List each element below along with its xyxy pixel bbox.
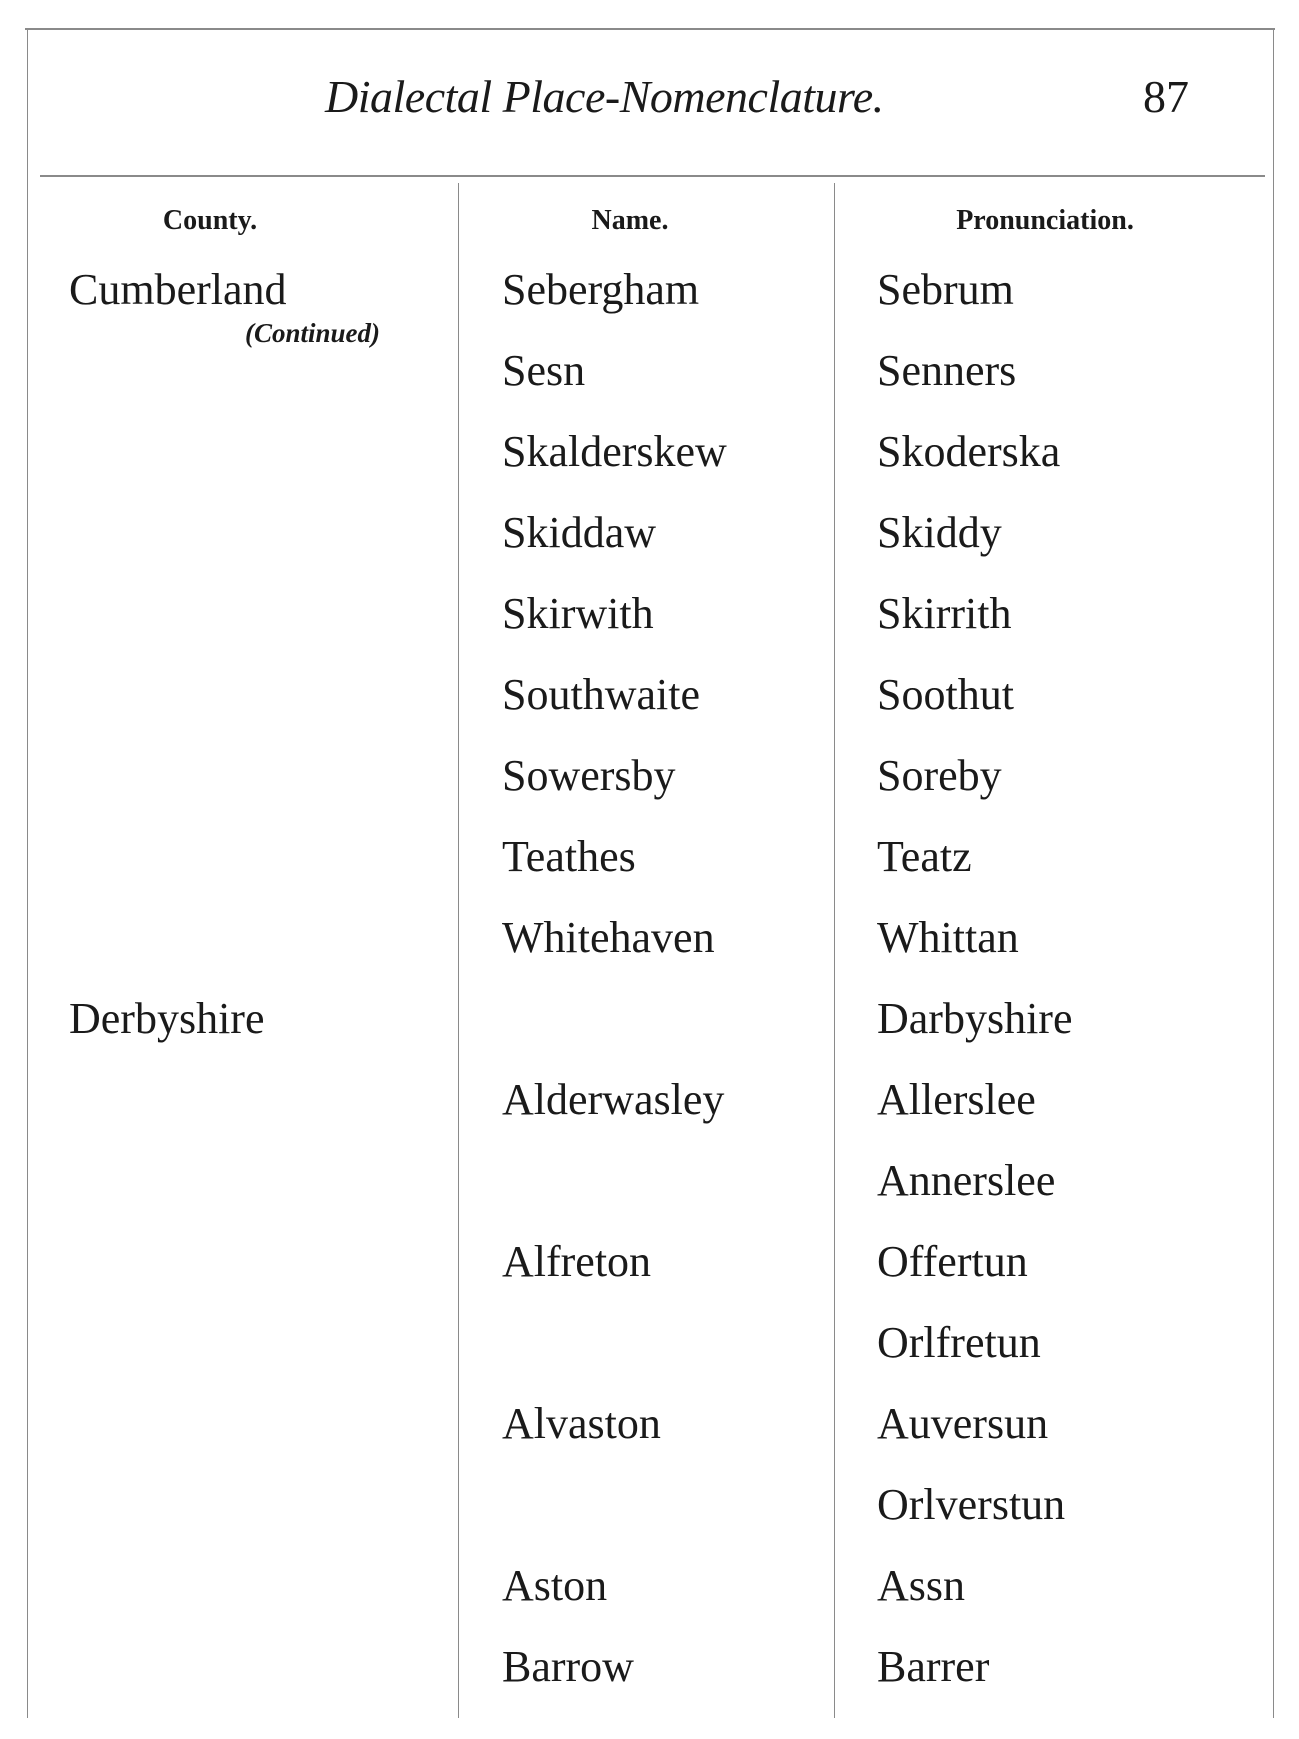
- table-cell-name: Whitehaven: [502, 913, 715, 962]
- left-border: [27, 28, 28, 1718]
- table-cell-pronunciation: Sebrum: [877, 265, 1014, 314]
- table-cell-name: Sesn: [502, 346, 586, 395]
- table-cell-pronunciation: Skiddy: [877, 508, 1002, 557]
- table-cell-pronunciation: Soothut: [877, 670, 1014, 719]
- table-cell-name: Alfreton: [502, 1237, 652, 1286]
- column-header-pronunciation: Pronunciation.: [956, 205, 1134, 236]
- table-cell-pronunciation: Barrer: [877, 1642, 990, 1691]
- column-divider-1: [458, 183, 459, 1718]
- table-cell-pronunciation: Whittan: [877, 913, 1019, 962]
- table-cell-county: Derbyshire: [69, 994, 265, 1043]
- table-cell-name: Sebergham: [502, 265, 700, 314]
- right-border: [1273, 28, 1274, 1718]
- header-rule: [40, 175, 1265, 177]
- table-cell-name: Teathes: [502, 832, 636, 881]
- running-title: Dialectal Place-Nomenclature.: [325, 71, 884, 122]
- table-cell-pronunciation: Senners: [877, 346, 1017, 395]
- table-cell-pronunciation: Offertun: [877, 1237, 1028, 1286]
- table-cell-pronunciation: Soreby: [877, 751, 1002, 800]
- page-number: 87: [1143, 71, 1189, 122]
- table-cell-pronunciation: Orlfretun: [877, 1318, 1041, 1367]
- county-note: (Continued): [245, 318, 381, 348]
- table-cell-pronunciation: Teatz: [877, 832, 972, 881]
- column-divider-2: [834, 183, 835, 1718]
- table-cell-name: Skirwith: [502, 589, 654, 638]
- table-cell-pronunciation: Annerslee: [877, 1156, 1056, 1205]
- column-header-name: Name.: [591, 205, 669, 236]
- table-cell-name: Sowersby: [502, 751, 676, 800]
- table-cell-name: Alvaston: [502, 1399, 661, 1448]
- table-cell-pronunciation: Darbyshire: [877, 994, 1073, 1043]
- table-cell-name: Barrow: [502, 1642, 634, 1691]
- top-rule: [25, 28, 1275, 30]
- table-cell-pronunciation: Allerslee: [877, 1075, 1036, 1124]
- column-header-county: County.: [162, 205, 258, 236]
- table-cell-name: Aston: [502, 1561, 608, 1610]
- table-cell-name: Skalderskew: [502, 427, 727, 476]
- table-cell-name: Skiddaw: [502, 508, 656, 557]
- table-cell-pronunciation: Skirrith: [877, 589, 1012, 638]
- table-cell-name: Alderwasley: [502, 1075, 725, 1124]
- table-cell-pronunciation: Orlverstun: [877, 1480, 1066, 1529]
- table-cell-name: Southwaite: [502, 670, 700, 719]
- table-cell-pronunciation: Auversun: [877, 1399, 1049, 1448]
- table-cell-county: Cumberland: [69, 265, 287, 314]
- table-cell-pronunciation: Assn: [877, 1561, 966, 1610]
- table-cell-pronunciation: Skoderska: [877, 427, 1061, 476]
